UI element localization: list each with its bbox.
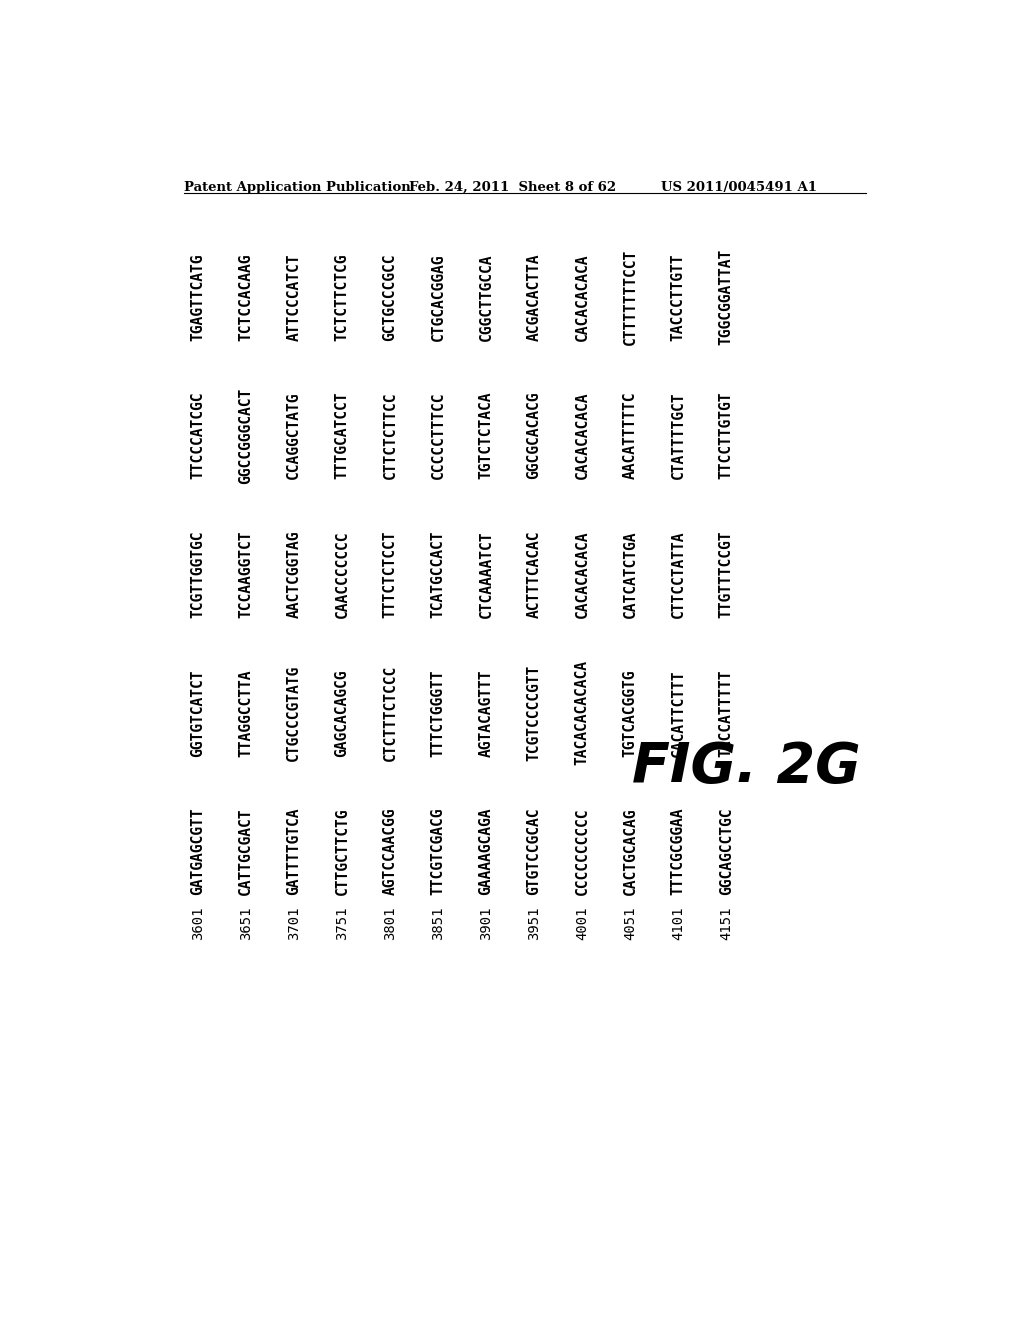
Text: TCGTCCCCGTT: TCGTCCCCGTT (526, 665, 542, 760)
Text: 4051: 4051 (624, 907, 637, 940)
Text: TCTCTTCTCG: TCTCTTCTCG (335, 253, 349, 341)
Text: TGTCTCTACA: TGTCTCTACA (478, 392, 494, 479)
Text: CACATTCTTT: CACATTCTTT (671, 669, 686, 756)
Text: TACACACACACA: TACACACACACA (574, 660, 590, 766)
Text: CCAGGCTATG: CCAGGCTATG (287, 392, 301, 479)
Text: TTTGCATCCT: TTTGCATCCT (335, 392, 349, 479)
Text: TTTCTGGGTT: TTTCTGGGTT (430, 669, 445, 756)
Text: CTATTTTGCT: CTATTTTGCT (671, 392, 686, 479)
Text: 3801: 3801 (383, 907, 397, 940)
Text: CTTGCTTCTG: CTTGCTTCTG (335, 808, 349, 895)
Text: 3851: 3851 (431, 907, 445, 940)
Text: 3601: 3601 (190, 907, 205, 940)
Text: TACCCTTGTT: TACCCTTGTT (671, 253, 686, 341)
Text: FIG. 2G: FIG. 2G (632, 739, 860, 793)
Text: ACTTTCACAC: ACTTTCACAC (526, 531, 542, 618)
Text: GGCCGGGCACT: GGCCGGGCACT (239, 388, 253, 483)
Text: TCATGCCACT: TCATGCCACT (430, 531, 445, 618)
Text: TCCAAGGTCT: TCCAAGGTCT (239, 531, 253, 618)
Text: ACGACACTTA: ACGACACTTA (526, 253, 542, 341)
Text: AACATTTTTC: AACATTTTTC (623, 392, 638, 479)
Text: 3901: 3901 (479, 907, 493, 940)
Text: CTGCCCGTATG: CTGCCCGTATG (287, 665, 301, 760)
Text: TCTCCACAAG: TCTCCACAAG (239, 253, 253, 341)
Text: CATTGCGACT: CATTGCGACT (239, 808, 253, 895)
Text: CTCTTTCTCCC: CTCTTTCTCCC (382, 665, 397, 760)
Text: Patent Application Publication: Patent Application Publication (183, 181, 411, 194)
Text: TTCGTCGACG: TTCGTCGACG (430, 808, 445, 895)
Text: 3651: 3651 (239, 907, 253, 940)
Text: TTTCTCTCCT: TTTCTCTCCT (382, 531, 397, 618)
Text: 3951: 3951 (527, 907, 541, 940)
Text: GAGCACAGCG: GAGCACAGCG (335, 669, 349, 756)
Text: GATGAGCGTT: GATGAGCGTT (190, 808, 205, 895)
Text: CCCCCCCCCC: CCCCCCCCCC (574, 808, 590, 895)
Text: TACCATTTTT: TACCATTTTT (719, 669, 734, 756)
Text: TTAGGCCTTA: TTAGGCCTTA (239, 669, 253, 756)
Text: TGGCGGATTAT: TGGCGGATTAT (719, 249, 734, 345)
Text: CGGCTTGCCA: CGGCTTGCCA (478, 253, 494, 341)
Text: CTCAAAATCT: CTCAAAATCT (478, 531, 494, 618)
Text: TGTCACGGTG: TGTCACGGTG (623, 669, 638, 756)
Text: CACACACACA: CACACACACA (574, 392, 590, 479)
Text: ATTCCCATCT: ATTCCCATCT (287, 253, 301, 341)
Text: 3701: 3701 (287, 907, 301, 940)
Text: GTGTCCGCAC: GTGTCCGCAC (526, 808, 542, 895)
Text: AACTCGGTAG: AACTCGGTAG (287, 531, 301, 618)
Text: TGAGTTCATG: TGAGTTCATG (190, 253, 205, 341)
Text: TTTCGCGGAA: TTTCGCGGAA (671, 808, 686, 895)
Text: GAAAAGCAGA: GAAAAGCAGA (478, 808, 494, 895)
Text: TTCCTTGTGT: TTCCTTGTGT (719, 392, 734, 479)
Text: 4151: 4151 (719, 907, 733, 940)
Text: GATTTTGTCA: GATTTTGTCA (287, 808, 301, 895)
Text: CTTTTTTTCCT: CTTTTTTTCCT (623, 249, 638, 345)
Text: AGTACAGTTT: AGTACAGTTT (478, 669, 494, 756)
Text: TTCCCATCGC: TTCCCATCGC (190, 392, 205, 479)
Text: CAACCCCCCC: CAACCCCCCC (335, 531, 349, 618)
Text: 4001: 4001 (575, 907, 589, 940)
Text: CTTCCTATTA: CTTCCTATTA (671, 531, 686, 618)
Text: CCCCCTTTCC: CCCCCTTTCC (430, 392, 445, 479)
Text: TCGTTGGTGC: TCGTTGGTGC (190, 531, 205, 618)
Text: TTGTTTCCGT: TTGTTTCCGT (719, 531, 734, 618)
Text: Feb. 24, 2011  Sheet 8 of 62: Feb. 24, 2011 Sheet 8 of 62 (410, 181, 616, 194)
Text: GCTGCCCGCC: GCTGCCCGCC (382, 253, 397, 341)
Text: CACACACACA: CACACACACA (574, 531, 590, 618)
Text: CATCATCTGA: CATCATCTGA (623, 531, 638, 618)
Text: US 2011/0045491 A1: US 2011/0045491 A1 (662, 181, 817, 194)
Text: CTTCTCTTCC: CTTCTCTTCC (382, 392, 397, 479)
Text: GGCGCACACG: GGCGCACACG (526, 392, 542, 479)
Text: CACACACACA: CACACACACA (574, 253, 590, 341)
Text: CTGCACGGAG: CTGCACGGAG (430, 253, 445, 341)
Text: AGTCCAACGG: AGTCCAACGG (382, 808, 397, 895)
Text: GGTGTCATCT: GGTGTCATCT (190, 669, 205, 756)
Text: CACTGCACAG: CACTGCACAG (623, 808, 638, 895)
Text: GGCAGCCTGC: GGCAGCCTGC (719, 808, 734, 895)
Text: 4101: 4101 (672, 907, 685, 940)
Text: 3751: 3751 (335, 907, 349, 940)
